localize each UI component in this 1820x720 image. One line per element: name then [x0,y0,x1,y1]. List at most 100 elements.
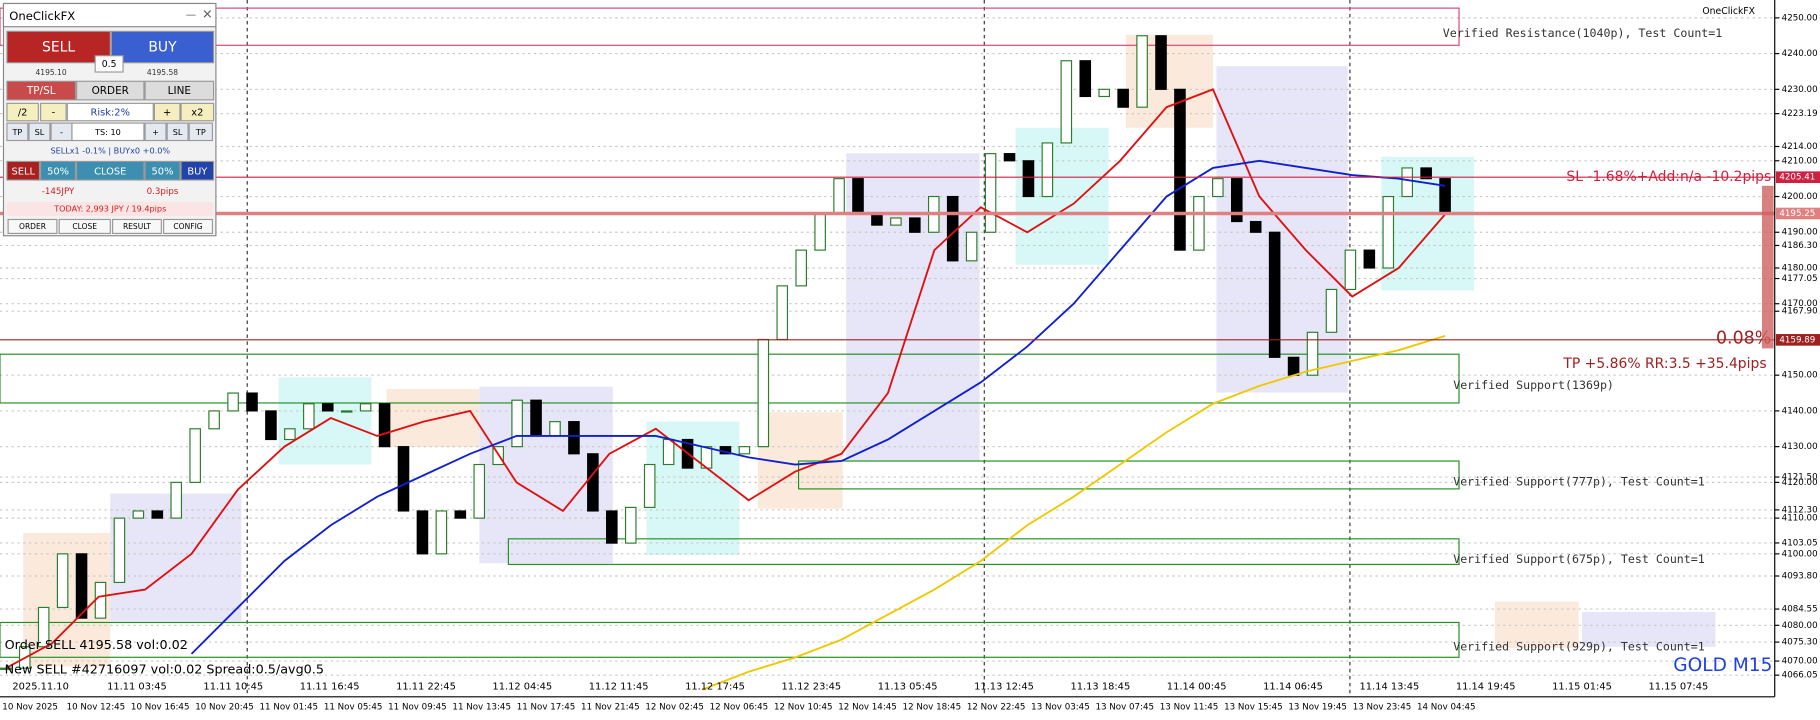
candle [1041,142,1054,198]
candle [170,481,183,519]
button-label[interactable]: TS: 10 [94,127,121,137]
button-bg[interactable] [94,55,124,73]
button-bg[interactable] [6,102,39,122]
button-bg[interactable] [188,122,213,142]
button-bg[interactable] [153,102,181,122]
y-tick-label: 4230.00 [1782,85,1818,95]
button-bg[interactable] [58,218,111,235]
candle [321,403,334,412]
button-bg[interactable] [40,102,67,122]
brand-label: OneClickFX [1702,6,1755,17]
candle [984,153,997,233]
button-bg[interactable] [6,30,111,64]
button-label[interactable]: ORDER [19,222,47,231]
button-label[interactable]: 50% [152,166,174,177]
button-label[interactable]: CLOSE [94,166,126,177]
y-tick-label: 4130.00 [1782,442,1818,452]
y-tick-label: 4066.05 [1782,671,1818,681]
button-label[interactable]: ORDER [92,85,129,97]
time-label: 12 Nov 10:45 [774,703,833,713]
risk-bar [1761,185,1774,349]
button-label[interactable]: LINE [168,85,191,97]
button-label[interactable]: BUY [148,40,177,56]
candle [473,463,486,519]
button-label[interactable]: RESULT [123,222,151,231]
candle [1117,88,1129,108]
button-label[interactable]: SELL [11,166,35,177]
y-tick-label: 4186.30 [1782,241,1818,251]
price-box-label: 4205.41 [1779,173,1815,183]
button-label[interactable]: CONFIG [173,222,202,231]
zone-box [846,153,980,462]
button-bg[interactable] [76,160,145,181]
button-bg[interactable] [144,160,181,181]
button-bg[interactable] [28,122,51,142]
button-bg[interactable] [110,30,215,64]
button-label[interactable]: Risk:2% [91,108,130,119]
button-label[interactable]: SL [173,127,183,137]
y-tick-label: 4167.90 [1782,307,1818,317]
time-label: 12 Nov 22:45 [967,703,1026,713]
candle [1174,88,1186,251]
button-bg[interactable] [180,102,215,122]
time-label: 12 Nov 06:45 [710,703,769,713]
candle [189,428,201,483]
candle [587,453,599,512]
button-bg[interactable] [7,218,58,235]
y-tick-label: 4120.00 [1782,478,1818,488]
y-tick-label: 4223.19 [1782,109,1818,119]
button-bg[interactable] [71,122,145,142]
candle [549,421,561,437]
time-label: 13 Nov 23:45 [1353,703,1412,713]
button-bg[interactable] [144,80,215,101]
y-tick-label: 4170.00 [1782,299,1818,309]
button-bg[interactable] [180,160,215,181]
support-zone [507,538,1460,565]
candle [965,231,978,262]
button-label[interactable]: + [152,127,159,137]
close-button[interactable]: ✕ [202,8,213,23]
button-label[interactable]: TP/SL [26,85,56,97]
button-bg[interactable] [76,80,145,101]
button-label[interactable]: BUY [187,166,208,177]
button-bg[interactable] [40,160,77,181]
candle [1136,35,1148,108]
candle [1325,288,1338,333]
y-tick-label: 4070.00 [1782,657,1818,667]
positions: SELLx1 -0.1% | BUYx0 +0.0% [50,145,170,155]
button-label[interactable]: 50% [47,166,69,177]
button-label[interactable]: TP [195,127,206,137]
button-label[interactable]: TP [11,127,22,137]
button-label[interactable]: CLOSE [72,222,97,231]
button-bg[interactable] [144,122,167,142]
resistance-zone [0,7,1460,46]
button-label[interactable]: SELL [42,40,75,56]
button-label[interactable]: 0.5 [102,59,117,70]
candle [833,178,845,215]
date-label: 11.12 23:45 [781,681,841,692]
button-bg[interactable] [66,102,154,122]
time-label: 11 Nov 13:45 [452,703,511,713]
button-bg[interactable] [6,80,77,101]
minimize-button[interactable]: — [186,9,196,21]
button-label[interactable]: SL [35,127,45,137]
candle [284,428,296,441]
candle [113,517,126,584]
button-bg[interactable] [6,160,41,181]
button-label[interactable]: /2 [18,108,28,119]
button-bg[interactable] [112,218,162,235]
support-zone [0,353,1460,404]
button-label[interactable]: + [163,108,171,119]
candle [359,403,372,412]
date-label: 11.15 07:45 [1649,681,1709,692]
button-label[interactable]: - [60,127,63,137]
y-tick-label: 4075.30 [1782,638,1818,648]
button-bg[interactable] [163,218,213,235]
button-label[interactable]: x2 [191,108,203,119]
date-label: 11.13 12:45 [974,681,1034,692]
button-label[interactable]: - [52,108,56,119]
button-bg[interactable] [6,122,29,142]
y-tick-label: 4140.00 [1782,406,1818,416]
button-bg[interactable] [166,122,189,142]
